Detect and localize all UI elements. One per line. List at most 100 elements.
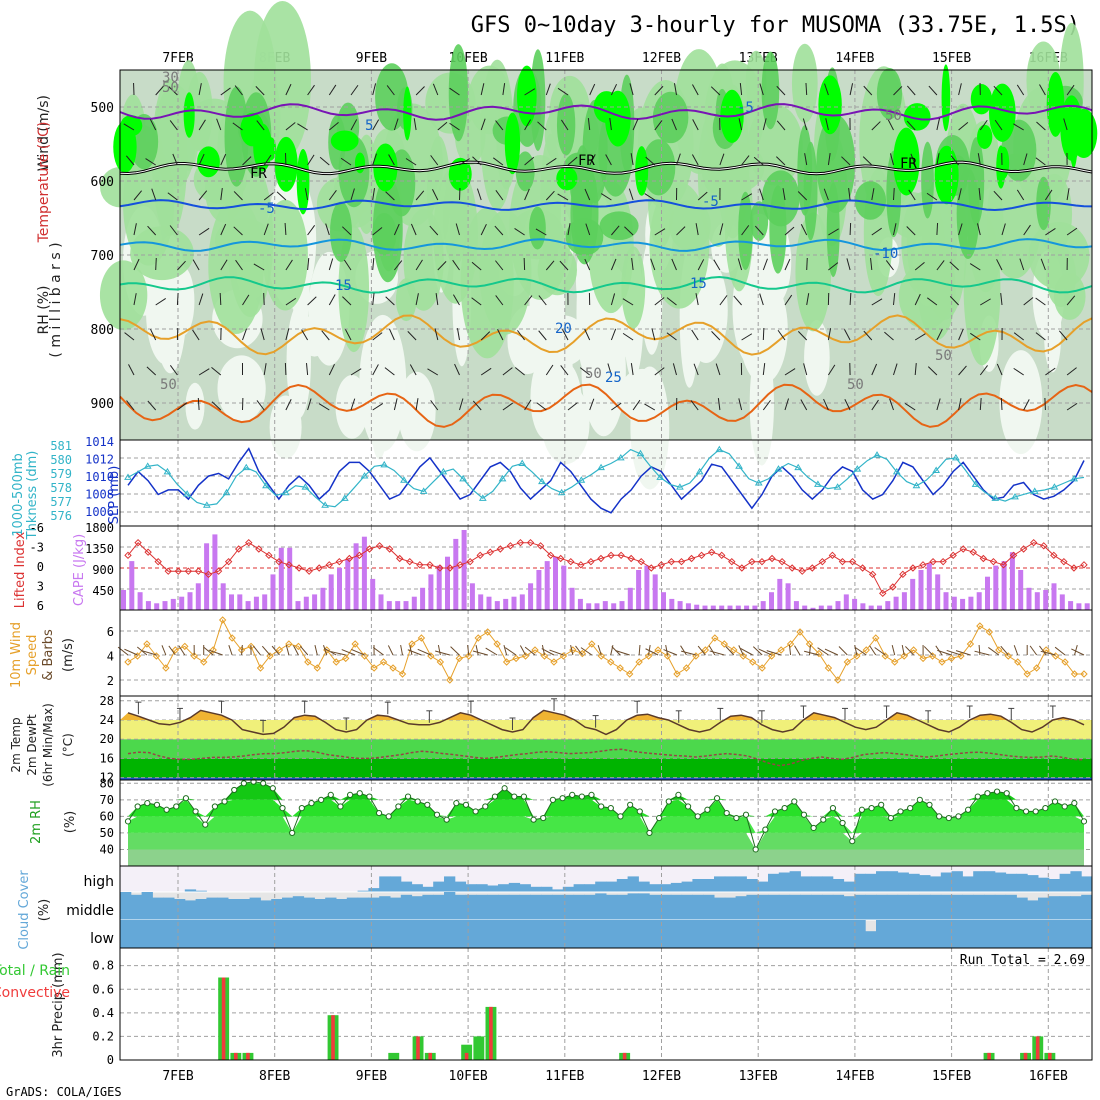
upper-wind-barb [341,226,352,236]
precip-conv-bar [1023,1052,1028,1060]
wind10-barb [597,645,602,656]
precip-label-a: 3hr Precip (mm) [51,952,66,1057]
cape-bar [611,603,617,610]
rh-moist-blob [208,197,264,335]
cape-bar [727,605,733,610]
upper-wind-barb [495,295,504,306]
upper-wind-barb [350,188,355,201]
upper-wind-barb [1039,84,1046,96]
wind10-barb [524,646,536,656]
cape-bar [652,574,658,610]
wind10-marker [370,664,378,672]
li-marker [214,567,223,575]
cloud-cell-high [843,881,855,892]
isotherm-20 [119,314,1093,356]
li-marker [134,538,142,547]
upper-wind-barb [885,260,894,271]
rh-marker [858,806,865,813]
upper-wind-barb [739,83,743,96]
cloud-cell-low [789,920,801,948]
cloud-cell-low [379,920,391,948]
cloud-level-low: low [90,931,114,947]
temp-label-a: 2m Temp [9,717,23,772]
wind10-marker [947,654,956,663]
upper-wind-barb [715,363,721,376]
upper-wind-barb [713,259,721,271]
rh-axis-labels: 2m RH (%) [29,800,78,844]
cape-bar [179,596,185,610]
wind10-marker [351,640,359,648]
upper-wind-barb [372,119,380,131]
upper-wind-barb [609,118,612,131]
rh-marker [424,801,431,808]
li-marker [476,551,484,560]
upper-wind-barb [538,330,547,341]
rh-tick: 70 [100,793,114,807]
upper-temp-label: Temperature (°C) [36,122,52,244]
upper-wind-barb [584,188,591,201]
upper-wind-barb [585,223,591,236]
precip-tick: 0.4 [92,1006,114,1020]
upper-wind-barb [1013,123,1024,131]
upper-wind-barb [307,84,315,96]
rh-marker [965,806,972,813]
li-marker [587,557,595,566]
cape-bar [129,561,135,610]
rh-marker [1003,790,1010,797]
cape-bar [1076,603,1082,610]
wind10-marker [701,646,710,654]
upper-wind-barb [128,364,135,376]
cape-bar [1018,570,1024,610]
li-tick: 6 [37,599,44,613]
upper-wind-barb [372,227,383,236]
slp-tick: 1010 [85,470,114,484]
cloud-cell-low [757,920,769,948]
cloud-cell-low [1081,920,1093,948]
contour-label: 50 [162,80,179,96]
wind10-barb [697,645,706,656]
upper-wind-barb [784,398,790,411]
cloud-cell-low [638,920,650,948]
cape-tick: 900 [92,563,114,577]
li-marker [1040,542,1048,550]
cape-bar [195,583,201,610]
cape-bar [229,594,234,610]
wind10-barb [955,650,971,656]
cloud-cell-low [206,920,218,948]
cloud-cell-low [692,920,704,948]
cloud-cell-middle [174,899,186,920]
wind10-marker [985,628,994,636]
wind10-barb [855,647,867,656]
upper-wind-barb [307,398,312,411]
cape-bar [204,543,210,610]
rh-sat-blob [941,64,951,132]
cloud-cell-low [930,920,942,948]
thickness-marker [1011,492,1019,500]
li-marker [204,570,213,579]
upper-wind-barb [632,118,639,131]
upper-wind-barb [437,121,448,131]
upper-wind-barb [666,332,677,341]
li-marker [979,554,988,563]
rh-line [127,781,1085,851]
upper-wind-barb [889,153,894,166]
upper-wind-barb [926,192,938,201]
upper-wind-barb [759,83,764,96]
cloud-cell-middle [141,892,153,920]
rh-marker [926,801,933,808]
cloud-cell-middle [422,894,434,920]
upper-wind-barb [1000,293,1003,306]
cape-bar [843,594,849,610]
cloud-cell-high [541,886,553,892]
upper-wind-barb [146,366,157,376]
upper-wind-barb [644,403,656,411]
upper-wind-barb [372,153,377,166]
rh-sat-blob [556,166,578,191]
upper-wind-barb [263,363,267,376]
cape-bar [901,592,907,610]
upper-wind-barb [1035,157,1046,166]
rh-marker [820,816,827,823]
li-marker [325,561,333,569]
upper-wind-barb [340,157,352,166]
upper-wind-barb [557,193,569,201]
